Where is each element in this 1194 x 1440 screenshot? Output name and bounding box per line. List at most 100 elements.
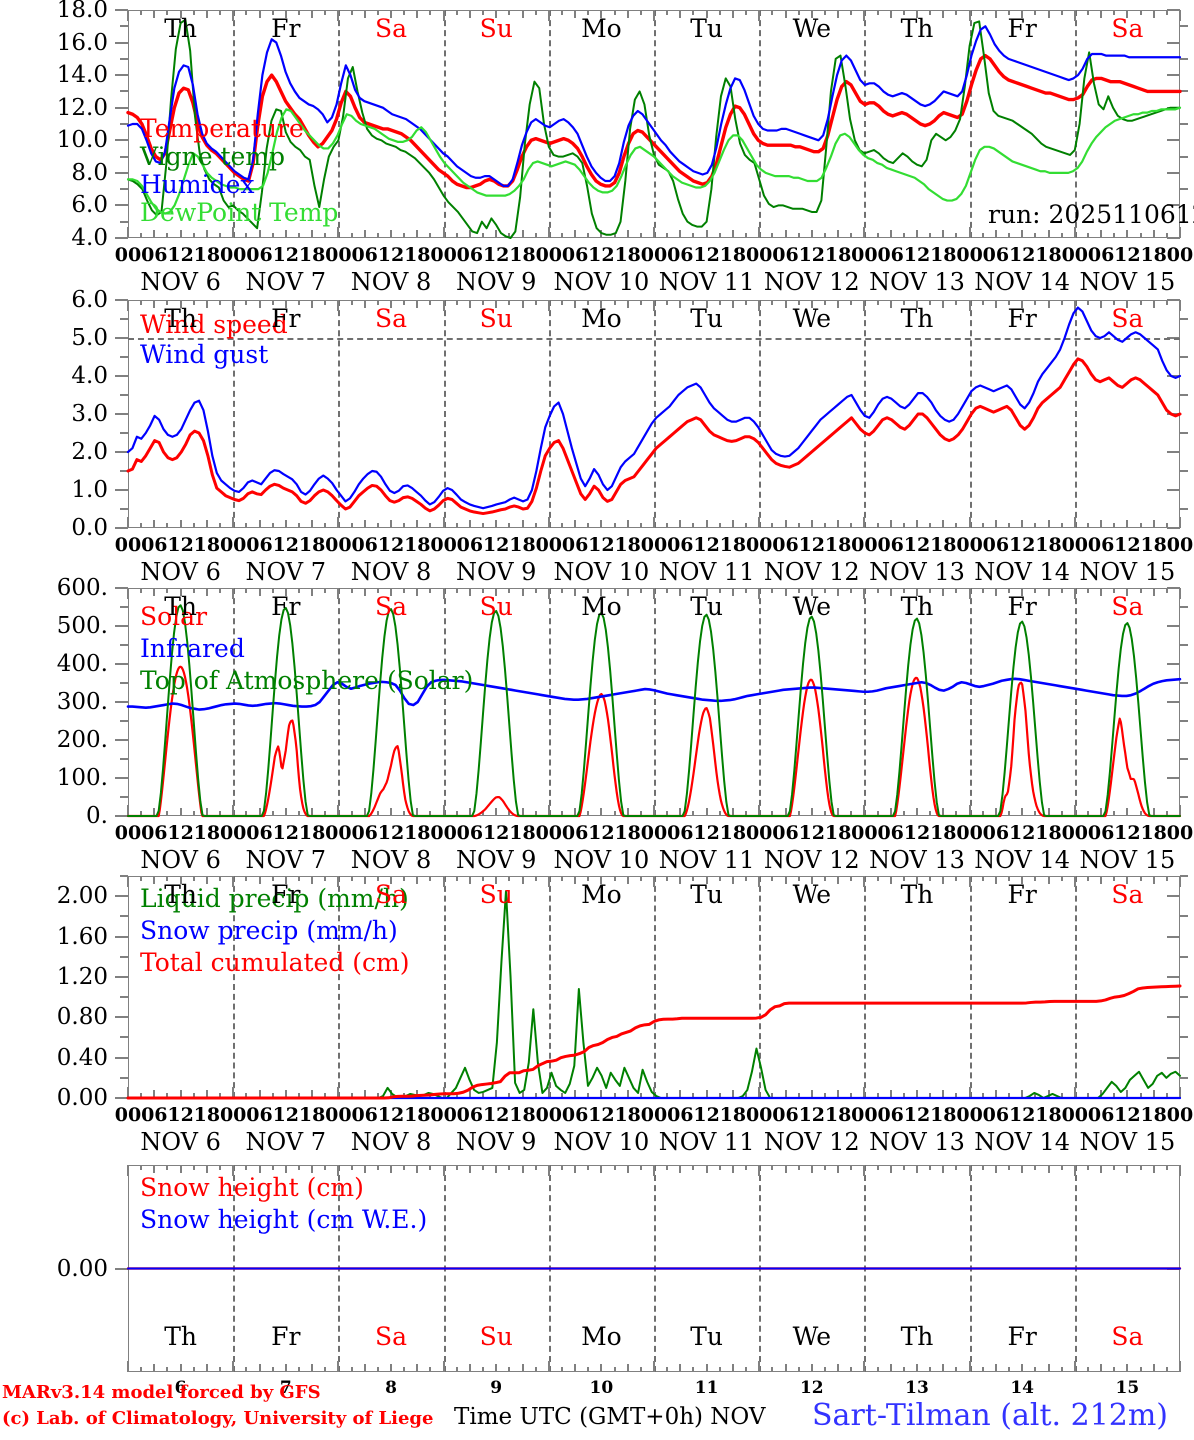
y-minor-tick-temperature xyxy=(120,25,128,28)
hour-tick xyxy=(495,230,498,238)
day-of-week-label: Su xyxy=(479,592,513,621)
hour-tick xyxy=(850,876,853,881)
day-of-week-label: Th xyxy=(900,14,934,43)
hour-tick xyxy=(1034,1165,1037,1170)
day-number-label: 14 xyxy=(1010,1378,1035,1398)
hour-tick xyxy=(560,876,563,881)
hour-tick xyxy=(574,300,577,308)
hour-tick xyxy=(981,523,984,528)
hour-tick xyxy=(1021,588,1024,596)
hour-tick xyxy=(350,811,353,816)
hour-tick xyxy=(639,1367,642,1372)
hour-tick xyxy=(547,876,550,887)
hour-tick xyxy=(1152,588,1155,596)
hour-label: 00 xyxy=(640,1104,668,1126)
hour-tick xyxy=(784,1090,787,1098)
date-label: NOV 14 xyxy=(974,1128,1071,1156)
hour-tick xyxy=(718,811,721,816)
hour-tick xyxy=(403,300,406,305)
hour-tick xyxy=(416,1165,419,1173)
hour-tick xyxy=(232,876,235,887)
hour-tick xyxy=(179,808,182,816)
hour-label: 06 xyxy=(351,244,378,266)
hour-tick xyxy=(1086,588,1089,593)
value-gridline xyxy=(128,338,1180,340)
hour-tick xyxy=(679,520,682,528)
y-tick-right-energy_fluxes xyxy=(1167,701,1180,703)
hour-tick xyxy=(1126,808,1129,816)
hour-tick xyxy=(731,808,734,816)
hour-tick xyxy=(297,588,300,593)
hour-tick xyxy=(942,520,945,528)
hour-tick xyxy=(758,10,761,21)
hour-tick xyxy=(692,300,695,305)
hour-tick xyxy=(468,520,471,528)
hour-tick xyxy=(968,10,971,21)
hour-tick xyxy=(745,876,748,881)
hour-tick xyxy=(232,517,235,528)
hour-tick xyxy=(574,588,577,596)
hour-tick xyxy=(534,876,537,881)
hour-tick xyxy=(600,300,603,308)
day-gridline xyxy=(654,300,656,528)
hour-tick xyxy=(797,588,800,593)
hour-tick xyxy=(902,1165,905,1170)
day-gridline xyxy=(654,10,656,238)
hour-tick xyxy=(1060,300,1063,305)
y-minor-tick-right-temperature xyxy=(1180,220,1188,223)
hour-tick xyxy=(153,1165,156,1173)
hour-tick xyxy=(1060,588,1063,593)
day-of-week-label: Sa xyxy=(1111,592,1144,621)
y-tick-label-precip: 0.80 xyxy=(56,1004,108,1031)
y-tick-label-temperature: 12.0 xyxy=(56,94,108,121)
legend-item-total-cumulated-cm: Total cumulated (cm) xyxy=(140,948,410,977)
hour-tick xyxy=(258,1090,261,1098)
hour-tick xyxy=(390,1165,392,1173)
hour-tick xyxy=(613,876,616,881)
date-label: NOV 6 xyxy=(140,1128,221,1156)
y-tick-energy_fluxes xyxy=(115,625,128,627)
hour-tick xyxy=(166,876,169,881)
hour-tick xyxy=(718,233,721,238)
y-minor-tick-energy_fluxes xyxy=(120,758,128,760)
y-minor-tick-right-precip xyxy=(1180,1036,1188,1039)
day-of-week-label-bottom: Su xyxy=(479,1322,513,1351)
hour-tick xyxy=(337,10,340,21)
y-minor-tick-energy_fluxes xyxy=(120,796,128,798)
hour-tick xyxy=(232,805,235,816)
hour-tick xyxy=(179,300,182,308)
hour-tick xyxy=(810,876,813,884)
hour-tick xyxy=(929,10,932,15)
hour-tick xyxy=(521,876,524,884)
hour-tick xyxy=(718,1165,721,1170)
hour-tick xyxy=(324,1165,327,1170)
hour-tick xyxy=(587,1165,590,1170)
hour-tick xyxy=(311,808,314,816)
day-of-week-label: We xyxy=(792,880,832,909)
hour-tick xyxy=(705,588,708,596)
hour-tick xyxy=(745,10,748,15)
hour-tick xyxy=(232,1087,235,1098)
hour-tick xyxy=(1060,10,1063,15)
hour-tick xyxy=(600,1364,603,1372)
hour-label: 18 xyxy=(404,822,431,844)
date-label: NOV 9 xyxy=(455,558,537,586)
hour-label: 18 xyxy=(509,534,536,556)
y-tick-right-temperature xyxy=(1167,237,1180,239)
hour-tick xyxy=(363,10,366,18)
hour-tick xyxy=(639,1093,642,1098)
hour-tick xyxy=(797,10,800,15)
hour-tick xyxy=(705,808,708,816)
hour-tick xyxy=(1152,876,1155,884)
hour-tick xyxy=(784,588,787,596)
hour-tick xyxy=(271,10,274,15)
hour-label: 12 xyxy=(482,534,510,556)
day-gridline xyxy=(338,588,341,816)
y-minor-tick-wind xyxy=(120,356,128,358)
hour-label: 00 xyxy=(851,534,878,556)
hour-tick xyxy=(1047,588,1050,596)
hour-tick xyxy=(1073,10,1076,21)
hour-tick xyxy=(219,1093,222,1098)
hour-tick xyxy=(1034,300,1037,305)
y-minor-tick-wind xyxy=(120,508,128,510)
